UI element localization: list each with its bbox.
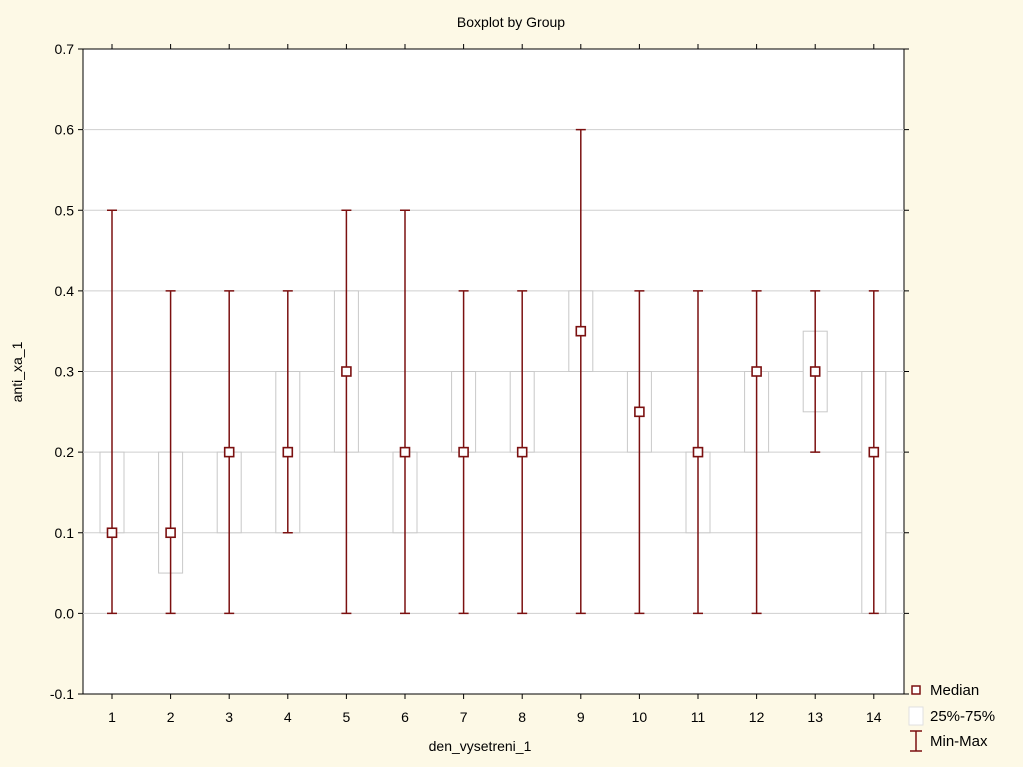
box-group (216, 290, 242, 615)
box-group (451, 290, 477, 615)
median-marker (282, 446, 294, 458)
legend-label: Median (930, 682, 979, 699)
x-tick-label: 3 (225, 709, 233, 725)
box-group (568, 128, 594, 615)
x-tick-label: 14 (866, 709, 882, 725)
y-tick-label: 0.6 (55, 122, 75, 138)
x-tick-label: 13 (807, 709, 823, 725)
box-group (626, 290, 652, 615)
y-tick-label: 0.7 (55, 41, 75, 57)
median-marker (106, 527, 118, 539)
box-group (744, 290, 770, 615)
legend: Median 25%-75% Min-Max (908, 682, 995, 752)
x-tick-label: 1 (108, 709, 116, 725)
x-tick-label: 10 (632, 709, 648, 725)
x-tick-label: 6 (401, 709, 409, 725)
box-group (861, 290, 887, 615)
x-tick-label: 9 (577, 709, 585, 725)
median-marker (692, 446, 704, 458)
box-group (158, 290, 184, 615)
legend-label: 25%-75% (930, 708, 995, 725)
box-group (99, 209, 125, 615)
median-marker (458, 446, 469, 458)
median-marker (399, 446, 411, 458)
median-marker (341, 366, 352, 377)
box-group (509, 290, 535, 615)
legend-item: 25%-75% (908, 706, 995, 726)
median-marker (516, 446, 528, 458)
y-tick-label: 0.4 (55, 283, 75, 299)
median-marker (223, 446, 235, 458)
legend-label: Min-Max (930, 733, 988, 750)
median-marker (809, 366, 821, 377)
box-group (275, 290, 301, 534)
x-tick-label: 5 (343, 709, 351, 725)
median-marker (165, 527, 176, 539)
y-tick-label: -0.1 (50, 686, 74, 702)
legend-item: Median (911, 682, 979, 699)
median-marker (575, 325, 587, 337)
x-tick-label: 11 (691, 709, 706, 725)
median-marker (751, 366, 762, 377)
box-group (685, 290, 711, 615)
x-tick-label: 7 (460, 709, 468, 725)
chart-title: Boxplot by Group (457, 14, 565, 30)
y-tick-label: 0.2 (55, 444, 75, 460)
legend-item: Min-Max (910, 730, 988, 752)
y-tick-label: 0.3 (55, 364, 75, 380)
x-tick-label: 8 (518, 709, 526, 725)
boxes (99, 128, 887, 615)
y-tick-label: 0.1 (55, 525, 75, 541)
y-tick-label: 0.0 (55, 605, 75, 621)
x-tick-label: 4 (284, 709, 292, 725)
median-marker (868, 446, 880, 458)
x-tick-label: 12 (749, 709, 765, 725)
box-group (333, 209, 359, 615)
x-tick-label: 2 (167, 709, 175, 725)
legend-box-symbol (908, 706, 924, 726)
box-group (392, 209, 418, 615)
y-axis-title: anti_xa_1 (9, 341, 25, 402)
box-group (802, 290, 828, 453)
axes: -0.10.00.10.20.30.40.50.60.71 2 3 4 5 6 7 8 9 10 1… (50, 41, 909, 725)
median-marker (634, 406, 645, 418)
y-tick-label: 0.5 (55, 202, 75, 218)
x-axis-title: den_vysetreni_1 (429, 738, 532, 754)
legend-median-symbol (911, 685, 921, 695)
